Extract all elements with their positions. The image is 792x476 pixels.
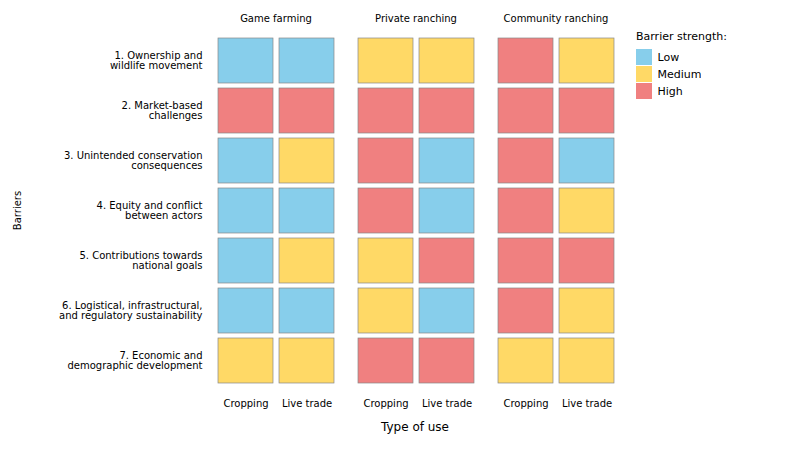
svg-text:5. Contributions towardsnation: 5. Contributions towardsnational goals <box>79 250 202 271</box>
svg-text:Live trade: Live trade <box>422 398 472 409</box>
svg-text:Cropping: Cropping <box>223 398 268 409</box>
svg-text:Cropping: Cropping <box>503 398 548 409</box>
svg-text:Live trade: Live trade <box>562 398 612 409</box>
html-text:Barrier strength:: Barrier strength: <box>636 30 727 43</box>
svg-text:Game farming: Game farming <box>240 13 312 24</box>
svg-text:Community ranching: Community ranching <box>504 13 609 24</box>
svg-text:1. Ownership andwildlife movem: 1. Ownership andwildlife movement <box>110 50 203 71</box>
svg-text:6. Logistical, infrastructural: 6. Logistical, infrastructural,and regul… <box>59 300 203 321</box>
svg-text:2. Market-basedchallenges: 2. Market-basedchallenges <box>122 100 203 121</box>
svg-text:3. Unintended conservationcons: 3. Unintended conservationconsequences <box>64 150 203 171</box>
svg-text:Barriers: Barriers <box>12 191 23 230</box>
svg-text:Private ranching: Private ranching <box>375 13 457 24</box>
svg-text:Live trade: Live trade <box>282 398 332 409</box>
html-text:Medium: Medium <box>657 67 702 81</box>
html-text:Low: Low <box>657 50 680 64</box>
svg-text:7. Economic anddemographic dev: 7. Economic anddemographic development <box>67 350 202 371</box>
html-text:High: High <box>657 84 683 98</box>
svg-text:Cropping: Cropping <box>363 398 408 409</box>
html-text:Type of use: Type of use <box>381 420 449 434</box>
svg-text:4. Equity and conflictbetween: 4. Equity and conflictbetween actors <box>97 200 203 221</box>
